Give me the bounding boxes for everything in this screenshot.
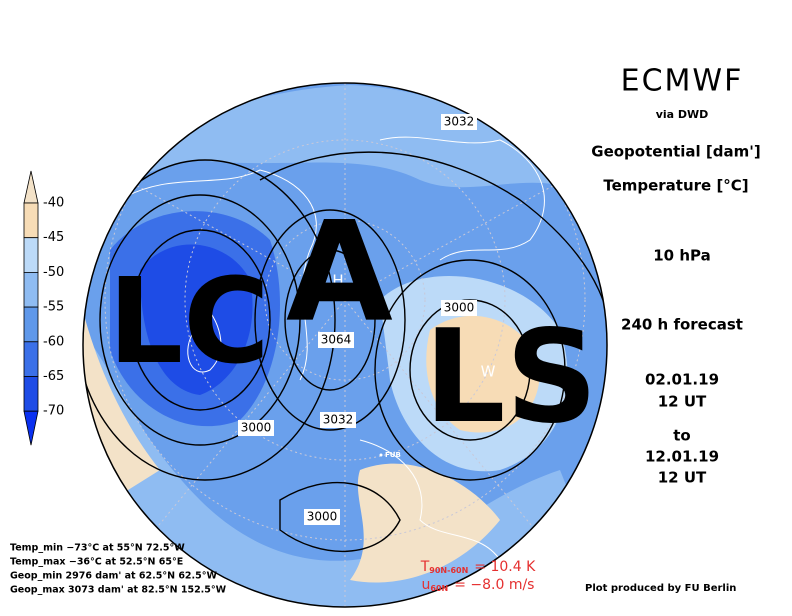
colorbar-swatch <box>23 271 39 308</box>
colorbar-swatch <box>23 202 39 239</box>
to: to <box>673 427 690 445</box>
geopotential-contours <box>83 151 607 553</box>
stat-line: Temp_min −73°C at 55°N 72.5°W <box>10 543 185 554</box>
coastlines <box>119 136 545 561</box>
colorbar-swatch <box>23 306 39 343</box>
colorbar-swatch <box>23 341 39 377</box>
forecast: 240 h forecast <box>621 316 743 334</box>
colorbar-cap <box>23 410 39 446</box>
diagnostic-subscript: 90N-60N <box>429 566 468 575</box>
contour-label-box <box>238 420 274 436</box>
contour-label-box <box>318 332 354 348</box>
contour-label: 3000 <box>307 510 338 524</box>
diagnostic-symbol: u <box>422 577 431 593</box>
temperature-band <box>350 463 500 583</box>
contour-label: 3000 <box>444 301 475 315</box>
diagnostic-value: = 10.4 K <box>474 559 536 575</box>
contour-label-box <box>441 114 477 130</box>
contour-label-box <box>441 300 477 316</box>
colorbar-cap <box>23 170 39 204</box>
colorbar-swatch <box>23 376 39 412</box>
pressure-center: C <box>210 339 220 357</box>
colorbar-label: -65 <box>43 369 64 384</box>
contour-label-box <box>304 509 340 525</box>
diagnostics: T90N-60N = 10.4 K u60N = −8.0 m/s <box>420 559 536 593</box>
credit: Plot produced by FU Berlin <box>585 583 736 594</box>
start-time: 12 UT <box>658 393 707 411</box>
diagnostic-subscript: 60N <box>430 584 448 593</box>
temperature-band <box>83 330 607 607</box>
colorbar-label: -50 <box>43 265 64 280</box>
overlay-letters: A <box>286 192 393 353</box>
pressure-center: W <box>481 363 496 381</box>
map-labels: 3032 3000 3064 3032 3000 3000 H C W FUB <box>210 114 496 525</box>
colorbar-label: -70 <box>43 404 64 419</box>
station-label: FUB <box>385 451 401 459</box>
level: 10 hPa <box>653 247 711 265</box>
stat-line: Geop_max 3073 dam' at 82.5°N 152.5°W <box>10 585 227 596</box>
graticule <box>89 83 601 607</box>
colorbar-label: -45 <box>43 230 64 245</box>
source: via DWD <box>656 108 709 121</box>
contour-label: 3032 <box>323 413 354 427</box>
stats: Temp_min −73°C at 55°N 72.5°W Temp_max −3… <box>10 543 227 596</box>
overlay-letters: LC <box>108 252 270 390</box>
stat-line: Geop_min 2976 dam' at 62.5°N 62.5°W <box>10 571 218 582</box>
diagnostic-value: = −8.0 m/s <box>454 577 534 593</box>
station-marker <box>379 453 383 457</box>
diagnostic: u60N = −8.0 m/s <box>422 577 535 593</box>
colorbar-label: -55 <box>43 300 64 315</box>
title: ECMWF <box>621 64 744 99</box>
field: Geopotential [dam'] <box>591 143 760 161</box>
contour-label: 3000 <box>241 421 272 435</box>
end-date: 12.01.19 <box>645 448 719 466</box>
diagnostic-symbol: T <box>420 559 430 575</box>
stat-line: Temp_max −36°C at 52.5°N 65°E <box>10 557 183 568</box>
start-date: 02.01.19 <box>645 371 719 389</box>
contour-label-box <box>320 412 356 428</box>
temperature-band <box>426 315 540 433</box>
end-time: 12 UT <box>658 469 707 487</box>
contour-label: 3064 <box>321 333 352 347</box>
colorbar: -40 -45 -50 -55 -60 -65 -70 <box>23 170 64 446</box>
colorbar-swatch <box>23 237 39 273</box>
diagnostic: T90N-60N = 10.4 K <box>420 559 536 575</box>
contour-label: 3032 <box>444 115 475 129</box>
field: Temperature [°C] <box>603 177 748 195</box>
pressure-center: H <box>332 272 343 290</box>
temperature-band <box>140 244 253 395</box>
overlay-letters: LS <box>424 303 598 452</box>
map-border <box>82 82 608 608</box>
colorbar-label: -40 <box>43 196 64 211</box>
colorbar-label: -60 <box>43 334 64 349</box>
